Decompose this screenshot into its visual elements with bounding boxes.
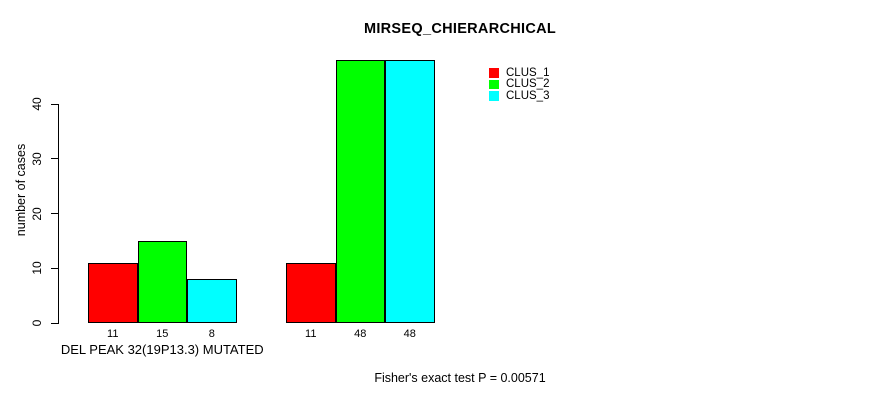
y-axis-title: number of cases: [14, 143, 28, 237]
bar-clus_1: [286, 263, 336, 323]
y-tick-label: 0: [30, 319, 44, 327]
legend-label: CLUS_1: [506, 66, 550, 79]
legend-label: CLUS_2: [506, 78, 550, 91]
y-tick-label: 10: [30, 261, 44, 275]
bar-value-label: 11: [305, 328, 317, 340]
y-tick-mark: [51, 213, 58, 214]
legend: CLUS_1 CLUS_2 CLUS_3: [489, 67, 549, 102]
bar-value-label: 48: [354, 328, 367, 340]
y-tick-label: 20: [30, 206, 44, 221]
bar-value-label: 15: [156, 328, 169, 340]
bar-value-label: 11: [107, 328, 119, 340]
legend-swatch-icon: [489, 68, 499, 78]
legend-item-clus_3: CLUS_3: [489, 90, 549, 102]
bar-clus_3: [385, 60, 435, 323]
y-tick-mark: [51, 158, 58, 160]
legend-label: CLUS_3: [506, 89, 550, 102]
bar-clus_2: [335, 60, 385, 323]
y-tick-mark: [51, 322, 58, 324]
bar-clus_2: [137, 241, 187, 323]
bar-clus_3: [187, 279, 237, 323]
y-tick-mark: [51, 103, 58, 105]
chart-title: MIRSEQ_CHIERARCHICAL: [363, 21, 557, 37]
fisher-test-annotation: Fisher's exact test P = 0.00571: [374, 371, 546, 385]
y-tick-label: 40: [30, 97, 44, 111]
y-axis-line: [58, 104, 59, 324]
y-tick-label: 30: [30, 152, 44, 166]
legend-item-clus_2: CLUS_2: [489, 78, 550, 91]
legend-swatch-icon: [489, 79, 499, 90]
y-tick-mark: [51, 267, 58, 269]
legend-swatch-icon: [489, 91, 499, 101]
x-group-label: DEL PEAK 32(19P13.3) MUTATED: [60, 342, 264, 357]
bar-value-label: 8: [208, 328, 215, 340]
legend-item-clus_1: CLUS_1: [489, 67, 549, 79]
bar-clus_1: [88, 263, 138, 323]
bar-value-label: 48: [403, 328, 416, 340]
